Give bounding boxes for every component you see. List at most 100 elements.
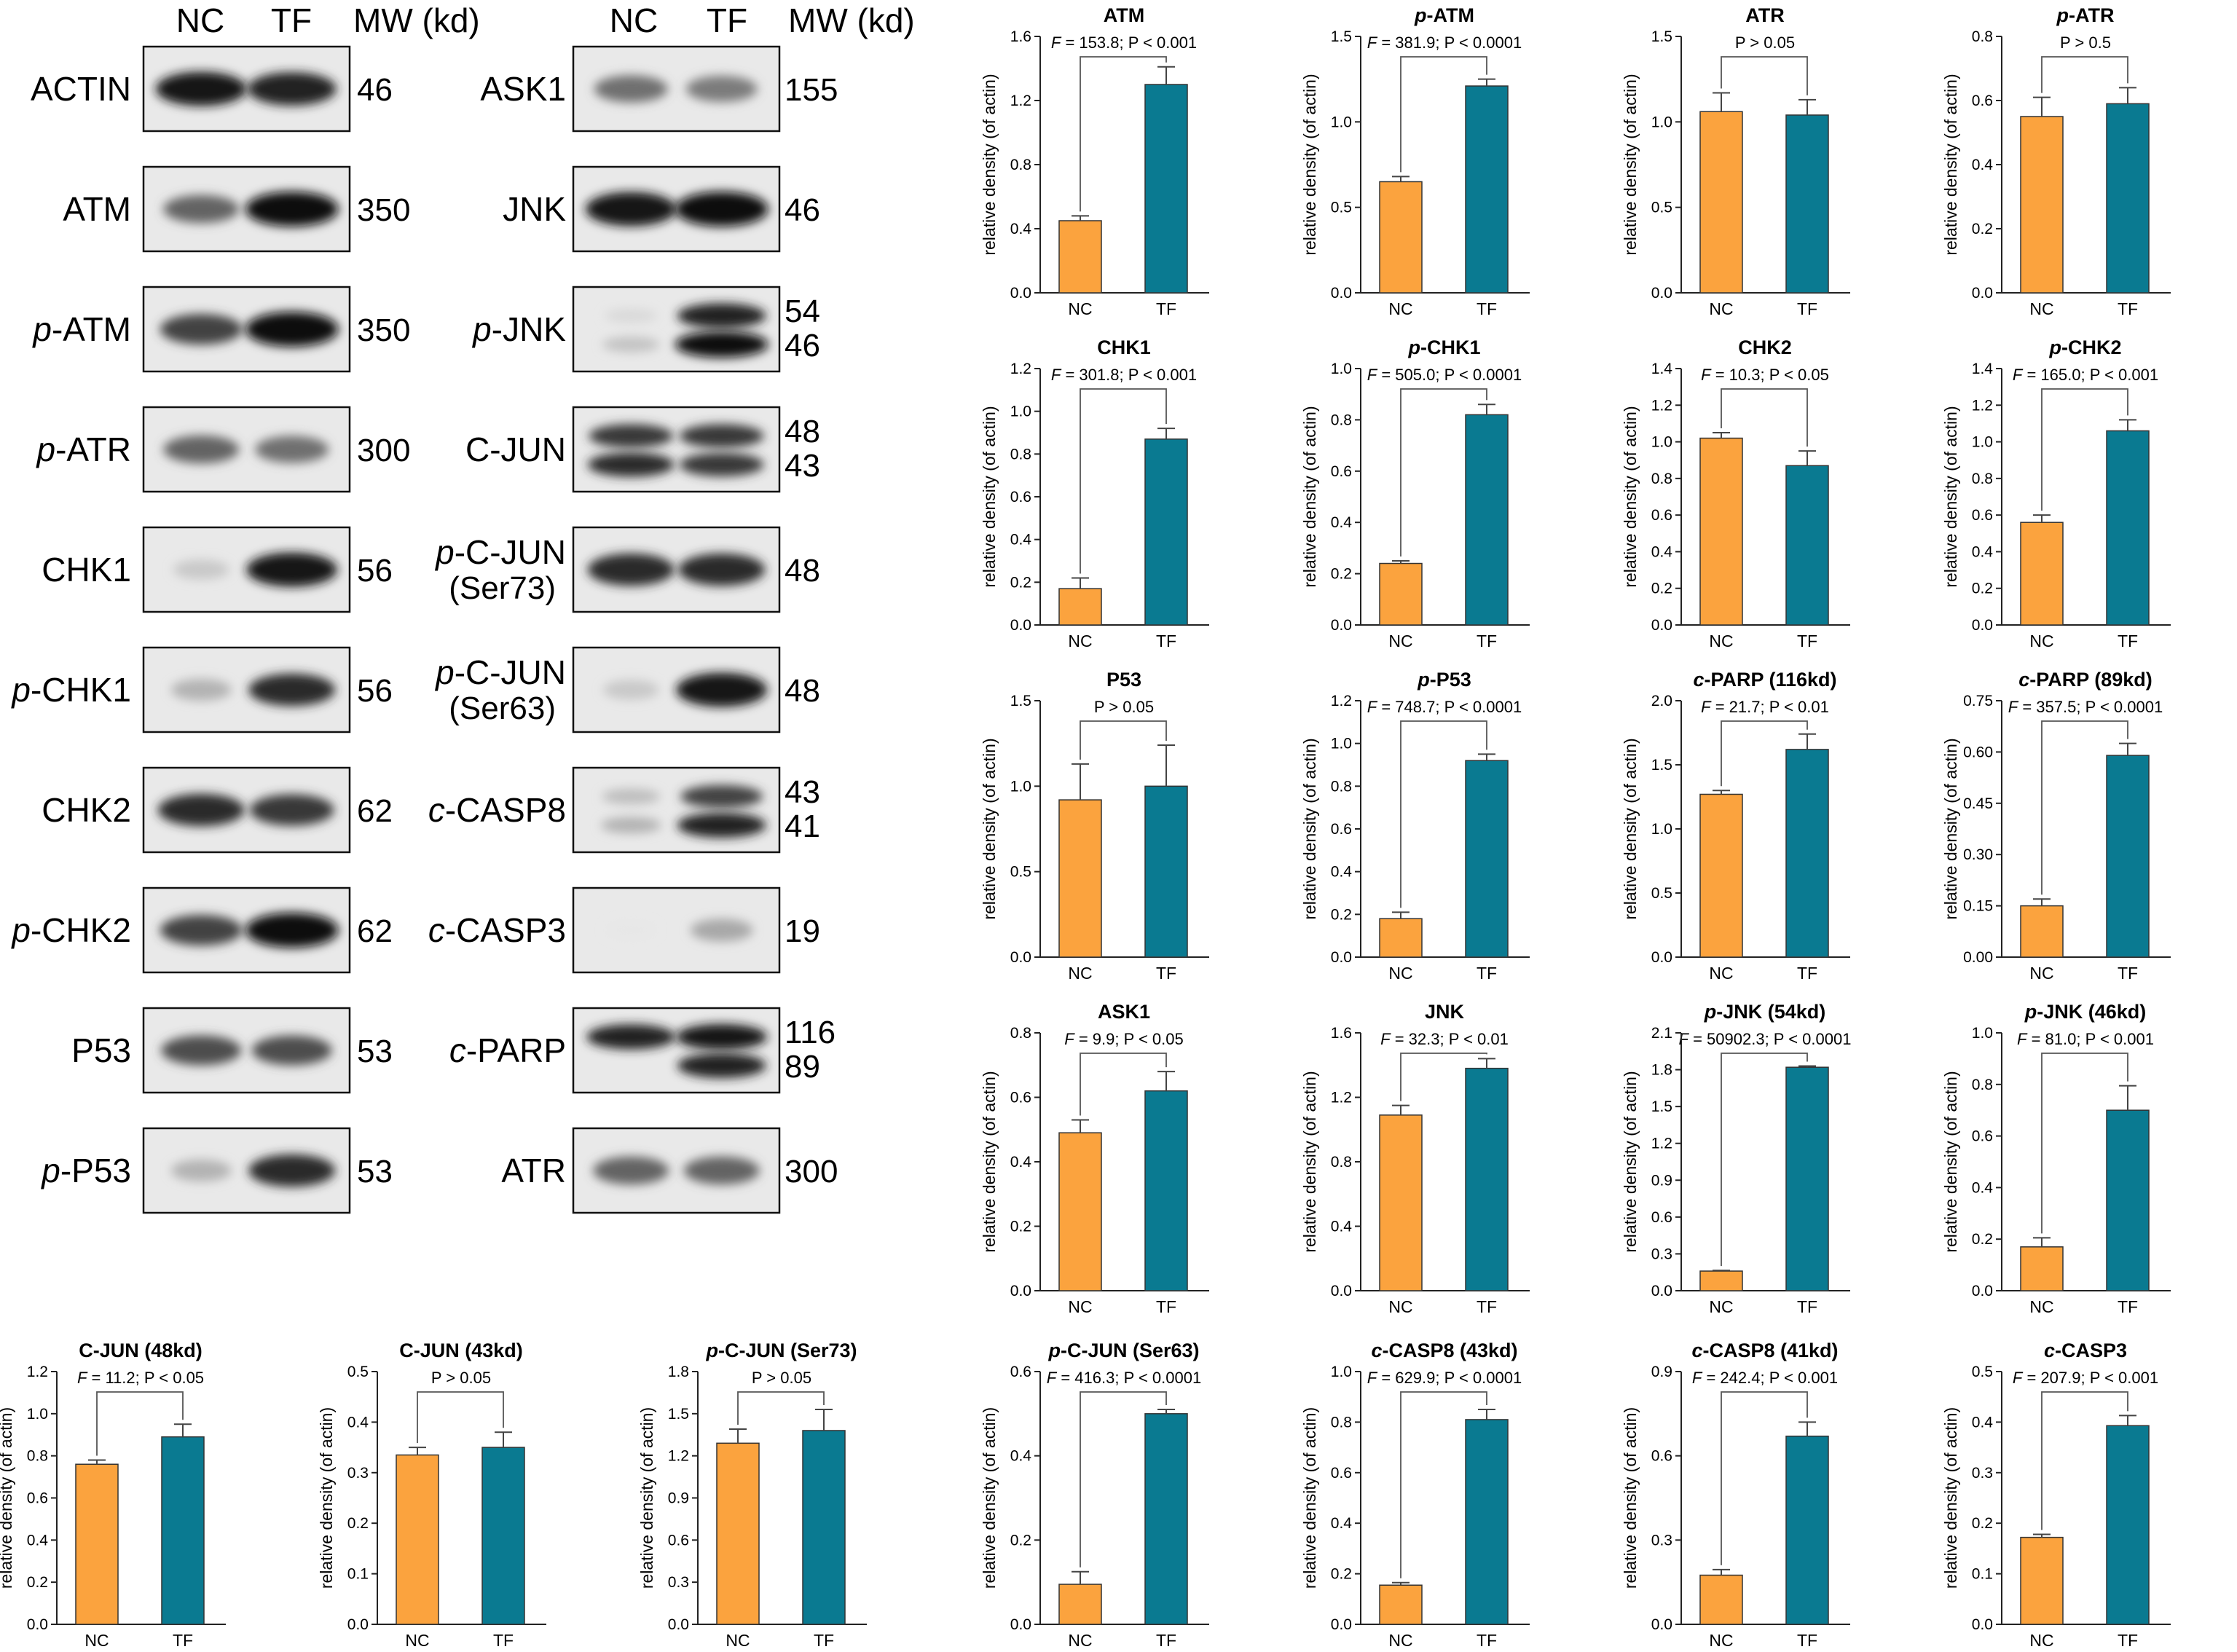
y-tick-label: 0.8 — [1010, 157, 1031, 173]
mw-value: 46 — [785, 328, 820, 363]
significance-bracket — [1400, 1391, 1487, 1578]
x-tick-label: NC — [405, 1631, 429, 1650]
mw-value: 300 — [785, 1154, 838, 1189]
significance-bracket — [2041, 720, 2128, 895]
protein-label: p-JNK — [471, 310, 566, 348]
x-tick-label: NC — [2029, 632, 2053, 650]
x-tick-label: NC — [1709, 1631, 1733, 1650]
x-tick-label: TF — [2118, 1297, 2138, 1316]
bar-tf — [1144, 438, 1188, 626]
protein-label: p-ATM — [31, 310, 131, 348]
bar-nc — [2020, 905, 2064, 958]
blot-band — [594, 75, 668, 103]
y-tick-label: 1.5 — [1651, 1098, 1672, 1115]
y-tick-label: 1.2 — [1010, 361, 1031, 377]
blot-band — [245, 192, 339, 227]
x-tick-label: TF — [1797, 964, 1817, 983]
y-tick-label: 0.6 — [1972, 93, 1993, 109]
y-tick-label: 0.2 — [1331, 1566, 1352, 1583]
blot-band — [602, 680, 659, 700]
blot-band — [685, 76, 758, 102]
y-tick-label: 1.5 — [1010, 693, 1031, 709]
chart-stat-text: F = 9.9; P < 0.05 — [1064, 1030, 1184, 1048]
y-tick-label: 0.5 — [1651, 200, 1672, 216]
bar-nc — [1699, 1574, 1743, 1625]
y-tick-label: 0.3 — [1972, 1465, 1993, 1482]
x-tick-label: NC — [1709, 632, 1733, 650]
blot-frame — [572, 766, 781, 854]
blot-row: p-C-JUN(Ser63) 48 — [434, 646, 820, 733]
y-tick-label: 0.4 — [1010, 221, 1032, 237]
x-tick-label: NC — [2029, 1631, 2053, 1650]
x-tick-label: NC — [1709, 1297, 1733, 1316]
y-tick-label: 1.2 — [1331, 693, 1352, 709]
protein-label: p-P53 — [40, 1152, 131, 1189]
y-tick-label: 0.6 — [1331, 1465, 1352, 1482]
x-tick-label: NC — [1068, 1297, 1092, 1316]
y-tick-label: 0.5 — [347, 1364, 369, 1380]
y-tick-label: 1.0 — [1331, 1364, 1352, 1380]
y-axis-label: relative density (of actin) — [980, 1071, 999, 1252]
blot-band — [249, 794, 334, 826]
x-tick-label: TF — [1477, 964, 1497, 983]
y-tick-label: 0.3 — [668, 1574, 689, 1591]
chart-stat-text: F = 416.3; P < 0.0001 — [1047, 1369, 1201, 1387]
bar-tf — [1144, 785, 1188, 958]
blot-band — [245, 913, 339, 948]
protein-label: JNK — [503, 190, 566, 228]
significance-bracket — [96, 1391, 184, 1456]
bar-tf — [1465, 85, 1509, 294]
significance-bracket — [1080, 720, 1167, 760]
chart-stat-text: F = 207.9; P < 0.001 — [2013, 1369, 2158, 1387]
y-axis-label: relative density (of actin) — [1300, 1071, 1319, 1252]
y-tick-label: 1.8 — [668, 1364, 689, 1380]
y-tick-label: 0.8 — [1972, 1077, 1993, 1093]
protein-label: c-CASP3 — [428, 911, 566, 949]
bar-chart: p-JNK (54kd) F = 50902.3; P < 0.0001 0.0 0.… — [1621, 1001, 1851, 1316]
blot-frame — [572, 406, 781, 493]
bar-nc — [2020, 1246, 2064, 1291]
y-tick-label: 0.00 — [1963, 949, 1993, 966]
blot-band — [251, 1035, 332, 1066]
x-tick-label: TF — [1797, 299, 1817, 318]
y-tick-label: 1.2 — [1010, 93, 1031, 109]
y-tick-label: 0.6 — [1010, 489, 1031, 506]
chart-stat-text: F = 357.5; P < 0.0001 — [2008, 698, 2163, 716]
bar-nc — [1379, 1114, 1423, 1291]
y-tick-label: 0.3 — [1651, 1532, 1672, 1549]
blot-band — [585, 192, 677, 227]
protein-label: ATR — [501, 1152, 566, 1189]
blot-row: p-ATR 300 — [36, 406, 410, 493]
blot-band — [163, 194, 240, 224]
protein-label: CHK2 — [42, 791, 131, 829]
mw-header: MW (kd) — [353, 1, 480, 39]
y-tick-label: 0.0 — [1972, 1283, 1993, 1299]
blot-band — [587, 553, 675, 586]
lane-header-tf: TF — [707, 1, 747, 39]
bar-chart: p-CHK1 F = 505.0; P < 0.0001 0.0 0.2 0.4 0.6 0… — [1300, 337, 1530, 650]
significance-bracket — [1721, 1391, 1808, 1565]
protein-label: ATM — [63, 190, 131, 228]
y-tick-label: 0.0 — [668, 1616, 689, 1633]
protein-label: p-C-JUN — [434, 533, 566, 571]
y-tick-label: 0.15 — [1963, 898, 1993, 915]
bar-tf — [2106, 1109, 2150, 1291]
chart-stat-text: P > 0.05 — [1094, 698, 1154, 716]
chart-stat-text: F = 242.4; P < 0.001 — [1692, 1369, 1838, 1387]
protein-label: CHK1 — [42, 551, 131, 589]
chart-title: JNK — [1425, 1001, 1465, 1023]
x-tick-label: NC — [2029, 1297, 2053, 1316]
y-tick-label: 0.3 — [1651, 1246, 1672, 1262]
blot-band — [170, 1160, 232, 1181]
bar-nc — [1058, 588, 1102, 626]
mw-header: MW (kd) — [788, 1, 915, 39]
blot-row: p-CHK1 56 — [10, 646, 393, 733]
y-tick-label: 0.0 — [1010, 1616, 1031, 1633]
x-tick-label: NC — [1709, 299, 1733, 318]
bar-tf — [2106, 103, 2150, 294]
y-tick-label: 0.5 — [1972, 1364, 1993, 1380]
x-tick-label: NC — [1068, 299, 1092, 318]
significance-bracket — [1400, 56, 1487, 173]
y-tick-label: 1.5 — [1651, 28, 1672, 45]
